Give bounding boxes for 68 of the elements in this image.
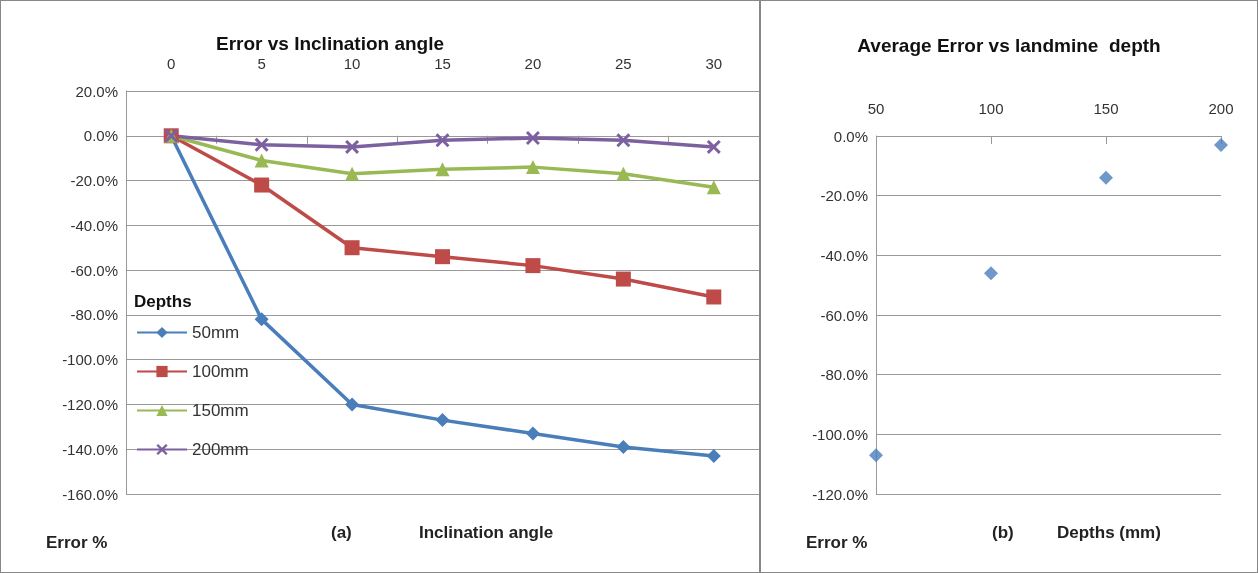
y-tick-label: 0.0% bbox=[83, 127, 118, 145]
chart-title: Error vs Inclination angle bbox=[216, 33, 445, 54]
y-tick-label: -80.0% bbox=[70, 306, 118, 324]
x-tick-label: 100 bbox=[978, 100, 1004, 117]
y-tick-label: -140.0% bbox=[62, 440, 118, 458]
point bbox=[706, 139, 721, 154]
x-tick-label: 25 bbox=[615, 55, 632, 72]
point bbox=[525, 160, 540, 175]
y-tick-label: -80.0% bbox=[820, 366, 868, 384]
x-tick-label: 0 bbox=[167, 55, 176, 72]
point bbox=[984, 266, 998, 281]
point bbox=[254, 177, 270, 193]
legend-label: 50mm bbox=[192, 323, 240, 342]
point bbox=[254, 137, 269, 152]
point bbox=[706, 448, 721, 463]
y-axis-title: Error % bbox=[46, 533, 108, 552]
point bbox=[435, 133, 450, 148]
legend-label: 100mm bbox=[192, 362, 249, 381]
text: (a) bbox=[331, 523, 352, 542]
chart-title: Average Error vs landmine depth bbox=[857, 35, 1161, 56]
y-tick-label: -60.0% bbox=[820, 306, 868, 324]
x-tick-label: 150 bbox=[1093, 100, 1119, 117]
point bbox=[345, 166, 360, 181]
legend-title: Depths bbox=[134, 292, 192, 311]
y-tick-label: 0.0% bbox=[833, 127, 868, 145]
y-tick-label: -20.0% bbox=[70, 172, 118, 190]
x-axis-title: Depths (mm) bbox=[1057, 523, 1161, 542]
y-tick-label: -60.0% bbox=[70, 261, 118, 279]
y-tick-label: -160.0% bbox=[62, 485, 118, 503]
point bbox=[525, 258, 541, 274]
x-tick-label: 50 bbox=[867, 100, 885, 117]
legend-label: 150mm bbox=[192, 401, 249, 420]
y-tick-label: -20.0% bbox=[820, 187, 868, 205]
x-tick-label: 20 bbox=[524, 55, 542, 72]
point bbox=[616, 166, 631, 181]
y-axis-title: Error % bbox=[806, 533, 868, 552]
point bbox=[615, 271, 631, 287]
legend-label: 200mm bbox=[192, 440, 249, 459]
x-tick-label: 15 bbox=[434, 55, 451, 72]
x-axis-title: Inclination angle bbox=[419, 523, 554, 542]
point bbox=[706, 180, 721, 195]
y-tick-label: -120.0% bbox=[812, 485, 868, 503]
point bbox=[616, 133, 631, 148]
point bbox=[254, 153, 269, 168]
point bbox=[345, 139, 360, 154]
point bbox=[345, 397, 360, 412]
y-tick-label: -120.0% bbox=[62, 395, 118, 413]
point bbox=[1099, 170, 1113, 185]
point bbox=[525, 131, 540, 146]
point bbox=[254, 312, 269, 327]
x-tick-label: 10 bbox=[343, 55, 361, 72]
y-tick-label: -100.0% bbox=[812, 425, 868, 443]
point bbox=[435, 413, 450, 428]
point bbox=[706, 289, 722, 305]
y-tick-label: -40.0% bbox=[820, 246, 868, 264]
point bbox=[435, 162, 450, 177]
y-tick-label: -100.0% bbox=[62, 351, 118, 369]
point bbox=[525, 426, 540, 441]
x-tick-label: 30 bbox=[705, 55, 723, 72]
x-tick-label: 5 bbox=[257, 55, 266, 72]
point bbox=[435, 249, 450, 265]
text: (b) bbox=[992, 523, 1014, 542]
y-tick-label: -40.0% bbox=[70, 216, 118, 234]
point bbox=[869, 448, 883, 463]
x-tick-label: 200 bbox=[1208, 100, 1234, 117]
point bbox=[344, 240, 360, 256]
y-tick-label: 20.0% bbox=[75, 82, 118, 100]
point bbox=[616, 439, 631, 454]
